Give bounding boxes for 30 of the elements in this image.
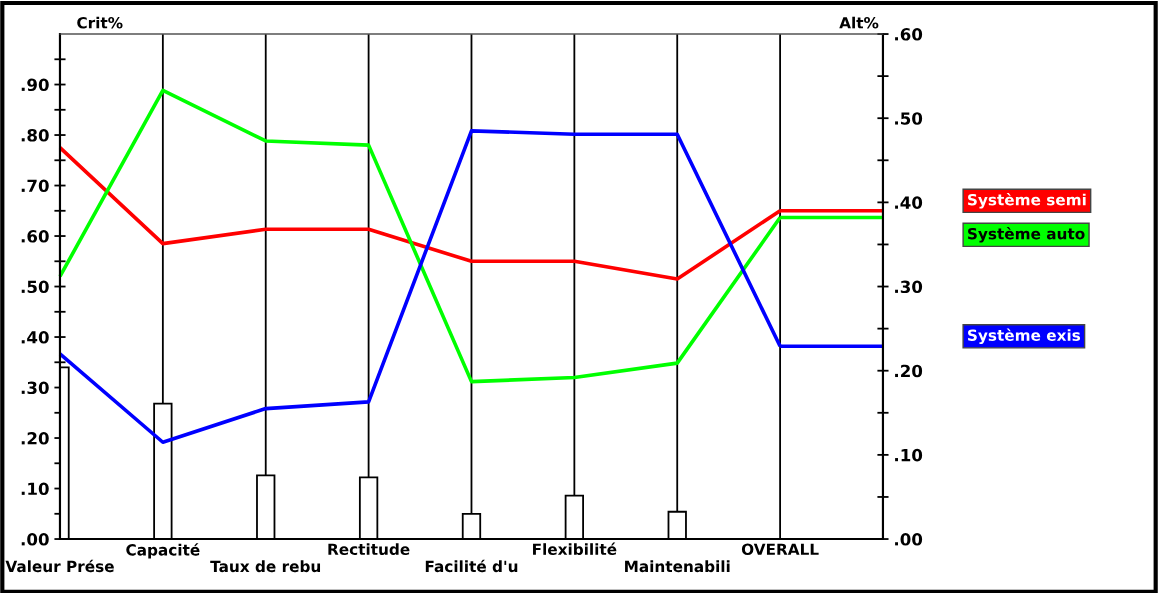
y2-tick-label: .10 (895, 448, 923, 462)
y2-axis-title: Alt% (839, 16, 879, 29)
x-tick-label: Flexibilité (533, 542, 617, 556)
y-tick-label: .70 (21, 179, 49, 193)
y2-tick-label: .60 (895, 28, 923, 41)
x-tick-label: Facilité d'u (425, 559, 518, 573)
x-tick-label: OVERALL (741, 543, 819, 556)
y-tick-label: .80 (21, 129, 49, 142)
y2-tick-label: .00 (895, 533, 923, 546)
y-axis-title: Crit% (77, 16, 123, 29)
y2-tick-label: .30 (895, 280, 923, 294)
x-tick-label: Valeur Prése (5, 559, 114, 573)
y2-tick-label: .50 (895, 112, 923, 125)
text: Système exis (968, 328, 1081, 345)
x-tick-label: Capacité (126, 543, 200, 559)
y-tick-label: .40 (21, 331, 49, 344)
y-tick-label: .50 (21, 280, 49, 294)
y-tick-label: .60 (21, 230, 49, 243)
y-tick-label: .20 (21, 432, 49, 445)
x-tick-label: Taux de rebu (210, 560, 321, 573)
x-tick-label: Maintenabili (625, 560, 730, 573)
y2-tick-label: .40 (895, 196, 923, 209)
y-tick-label: .00 (21, 533, 49, 546)
y-tick-label: .30 (21, 381, 49, 395)
text: Système auto (968, 227, 1085, 243)
x-tick-label: Rectitude (328, 543, 410, 556)
text: Système semi (968, 193, 1086, 209)
y-tick-label: .10 (21, 482, 49, 496)
y-tick-label: .90 (21, 78, 49, 92)
y2-tick-label: .20 (895, 364, 923, 378)
